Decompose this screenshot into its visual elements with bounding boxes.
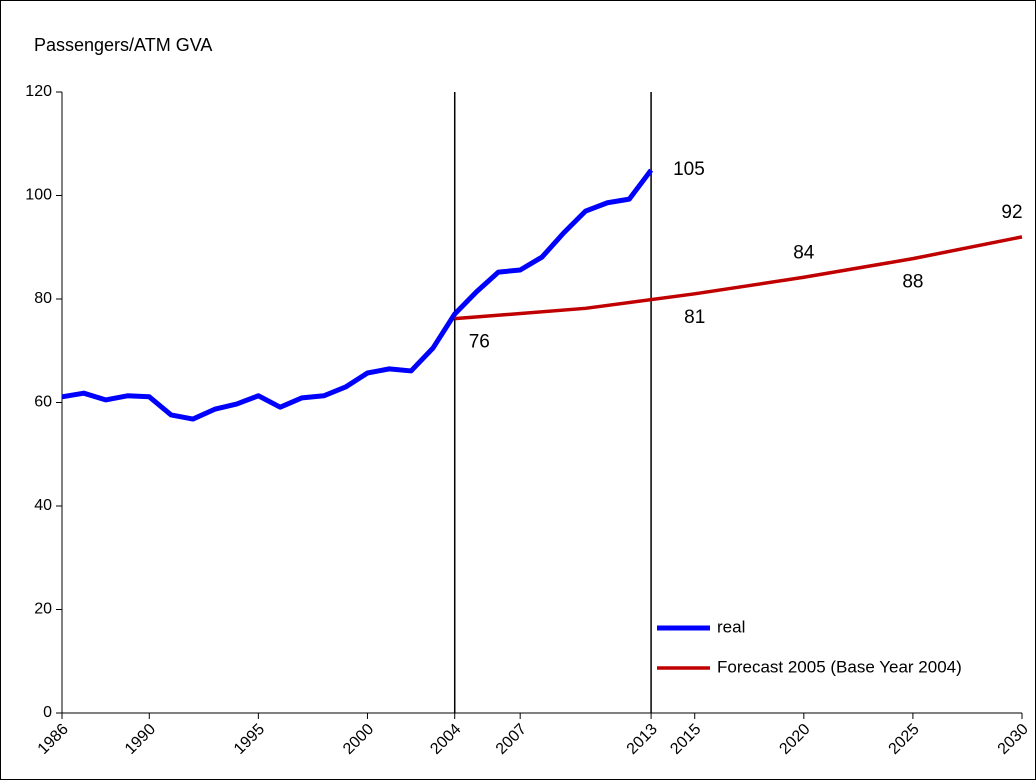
series-line: [61, 168, 654, 422]
data-label: 76: [469, 332, 490, 353]
y-tick-label: 120: [25, 83, 52, 100]
y-tick-label: 20: [34, 601, 52, 618]
legend-label: real: [717, 617, 745, 636]
data-label: 92: [1001, 202, 1022, 223]
y-tick-label: 60: [34, 394, 52, 411]
legend-label: Forecast 2005 (Base Year 2004): [717, 657, 962, 676]
data-label: 88: [902, 272, 923, 293]
data-label: 105: [673, 159, 705, 180]
series-line: [454, 235, 1023, 321]
chart-title: Passengers/ATM GVA: [34, 35, 212, 55]
data-label: 84: [793, 242, 815, 263]
y-tick-label: 80: [34, 290, 52, 307]
y-tick-label: 0: [43, 704, 52, 721]
data-label: 81: [684, 307, 705, 328]
y-tick-label: 100: [25, 187, 52, 204]
y-tick-label: 40: [34, 497, 52, 514]
